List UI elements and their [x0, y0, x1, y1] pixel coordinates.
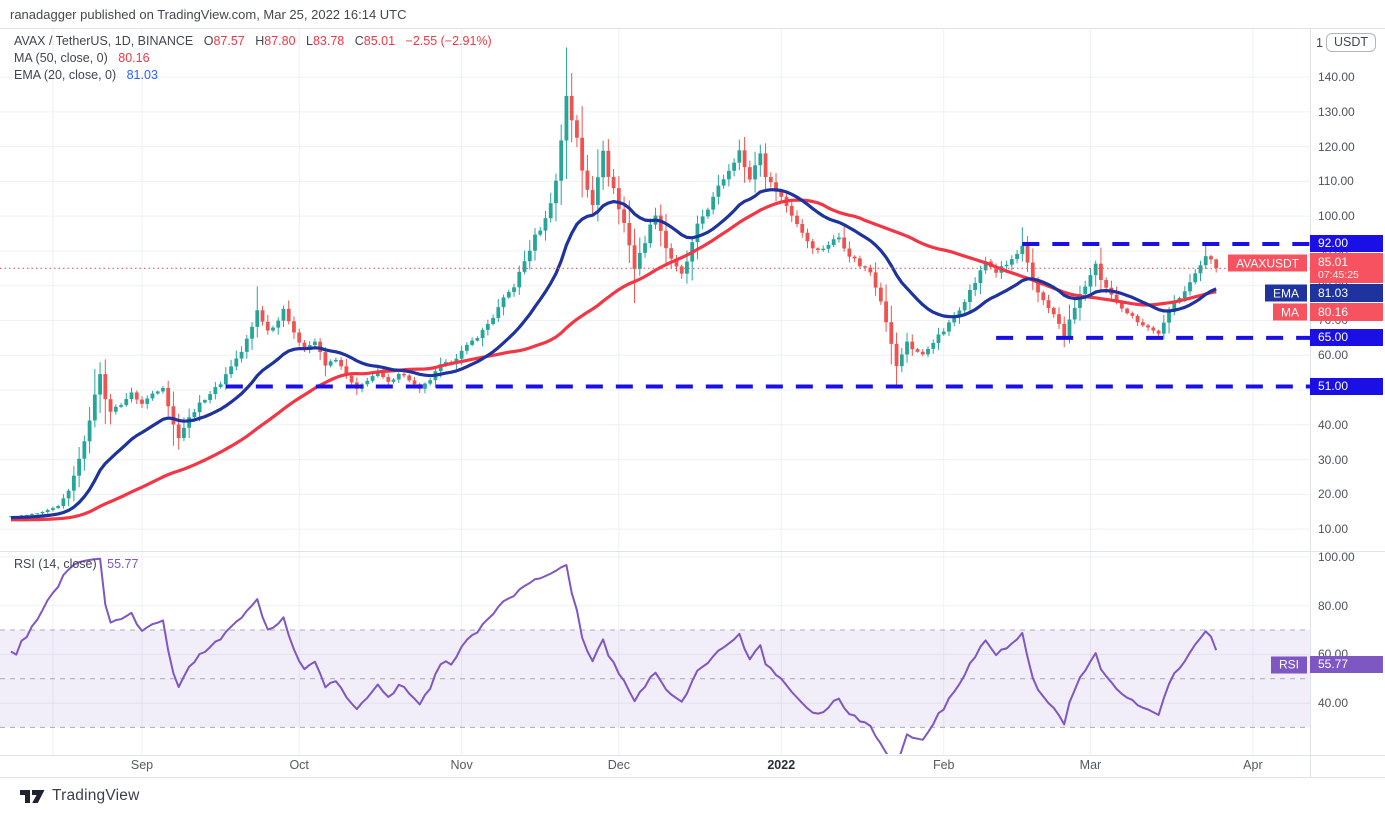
time-axis-divider — [0, 755, 1385, 756]
price-badge-last: 85.01 07:45:25 — [1310, 253, 1383, 284]
ema-legend: EMA (20, close, 0) 81.03 — [14, 68, 158, 82]
price-axis-divider — [1310, 28, 1311, 777]
price-tick-label: 40.00 — [1318, 417, 1349, 432]
low-value: 83.78 — [312, 34, 345, 48]
price-tick-label: 110.00 — [1318, 174, 1354, 189]
price-tick-label: 30.00 — [1318, 452, 1349, 467]
rsi-line — [10, 557, 1218, 754]
price-unit-chip[interactable]: 1 USDT — [1316, 33, 1376, 52]
ma-value: 80.16 — [118, 51, 150, 65]
price-badge-ma: 80.16 — [1310, 303, 1383, 322]
unit-prefix: 1 — [1316, 35, 1323, 50]
published-byline: ranadagger published on TradingView.com,… — [10, 7, 407, 22]
time-tick-label: 2022 — [767, 758, 796, 772]
ma-axis-tag: MA — [1273, 303, 1307, 321]
price-badge-ema: 81.03 — [1310, 284, 1383, 303]
rsi-pane-divider[interactable] — [0, 551, 1385, 552]
pane-top-border — [0, 28, 1385, 29]
ma50-line — [11, 198, 1217, 522]
price-badge-res92: 92.00 — [1310, 235, 1383, 253]
change-value: −2.55 (−2.91%) — [405, 34, 492, 48]
rsi-value: 55.77 — [107, 557, 139, 571]
ma-legend: MA (50, close, 0) 80.16 — [14, 51, 150, 65]
time-tick-label: Oct — [289, 758, 309, 772]
time-tick-label: Dec — [607, 758, 630, 772]
price-badge-sup51: 51.00 — [1310, 378, 1383, 396]
ema-axis-tag: EMA — [1264, 284, 1307, 302]
rsi-tick-label: 40.00 — [1318, 696, 1349, 711]
tradingview-logo-icon — [20, 789, 45, 803]
time-tick-label: Feb — [932, 758, 955, 772]
time-axis-bottom-border — [0, 777, 1385, 778]
avaxusdt-axis-tag: AVAXUSDT — [1228, 254, 1307, 272]
tradingview-logo[interactable]: TradingView — [20, 787, 140, 805]
symbol-title: AVAX / TetherUS, 1D, BINANCE — [14, 34, 194, 48]
price-tick-label: 100.00 — [1318, 209, 1355, 224]
high-value: 87.80 — [264, 34, 296, 48]
time-tick-label: Nov — [450, 758, 473, 772]
time-tick-label: Apr — [1243, 758, 1263, 772]
tradingview-logo-text: TradingView — [52, 787, 140, 804]
rsi-legend: RSI (14, close) 55.77 — [14, 557, 139, 571]
time-tick-label: Sep — [130, 758, 154, 772]
symbol-legend: AVAX / TetherUS, 1D, BINANCE O87.57 H87.… — [14, 34, 492, 48]
rsi-tick-label: 80.00 — [1318, 598, 1349, 613]
rsi-axis-tag: RSI — [1270, 656, 1307, 674]
rsi-tick-label: 100.00 — [1318, 550, 1355, 564]
price-tick-label: 10.00 — [1318, 522, 1349, 537]
price-tick-label: 130.00 — [1318, 104, 1355, 119]
close-value: 85.01 — [363, 34, 396, 48]
price-tick-label: 60.00 — [1318, 348, 1349, 363]
price-tick-label: 20.00 — [1318, 487, 1349, 502]
unit-currency-toggle[interactable]: USDT — [1325, 33, 1376, 52]
price-tick-label: 120.00 — [1318, 139, 1355, 154]
price-tick-label: 140.00 — [1318, 70, 1355, 85]
time-tick-label: Mar — [1079, 758, 1102, 772]
ema20-line — [10, 188, 1217, 520]
ema-value: 81.03 — [126, 68, 158, 82]
rsi-badge: 55.77 — [1310, 656, 1383, 674]
price-badge-sup65: 65.00 — [1310, 329, 1383, 347]
open-value: 87.57 — [213, 34, 245, 48]
